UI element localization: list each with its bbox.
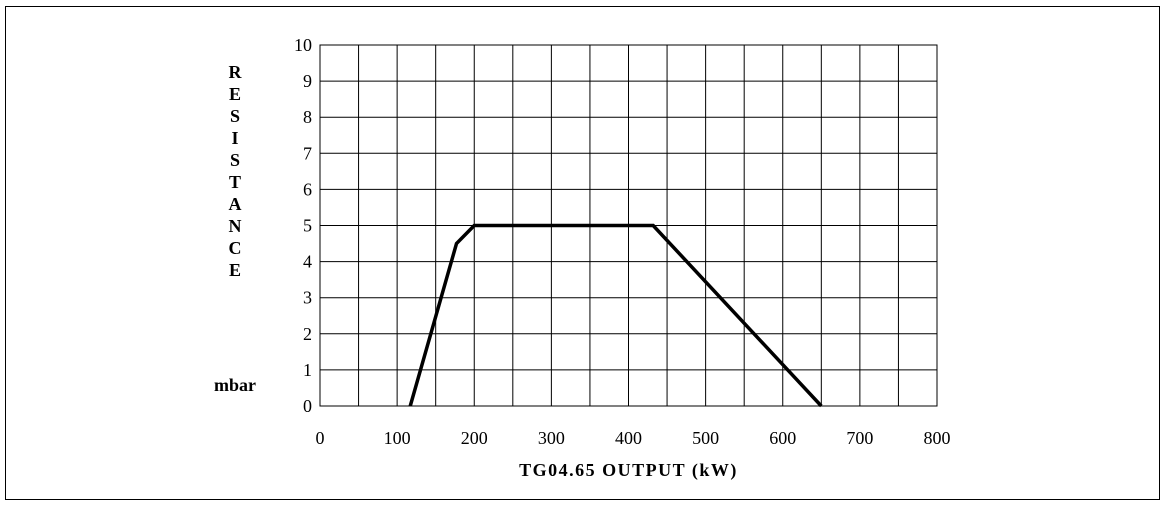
y-axis-ticks: 0 1 2 3 4 5 6 7 8 9 10 [294,35,312,416]
y-axis-title-letter: C [229,238,242,258]
y-tick-label: 5 [303,216,312,236]
y-axis-unit: mbar [214,375,256,395]
y-tick-label: 10 [294,35,312,55]
y-axis-title-letter: A [229,194,242,214]
y-tick-label: 9 [303,71,312,91]
x-axis-title: TG04.65 OUTPUT (kW) [519,460,738,481]
chart-frame: 0 100 200 300 400 500 600 700 800 0 1 2 3 4 5 6 7 8 9 10 T… [5,6,1160,500]
series-line-0 [408,223,823,408]
data-layer [408,223,823,408]
y-tick-label: 7 [303,143,312,163]
x-tick-label: 800 [924,428,951,448]
plot-area-border [319,44,938,407]
x-tick-label: 400 [615,428,642,448]
y-axis-title-letter: E [229,260,241,280]
y-axis-title-letter: T [229,172,241,192]
x-axis-ticks: 0 100 200 300 400 500 600 700 800 [316,428,951,448]
x-tick-label: 0 [316,428,325,448]
y-tick-label: 2 [303,324,312,344]
y-axis-title-letter: S [230,150,240,170]
y-tick-label: 1 [303,360,312,380]
y-tick-label: 4 [303,252,312,272]
grid [320,45,937,406]
x-tick-label: 700 [846,428,873,448]
y-tick-label: 0 [303,396,312,416]
x-tick-label: 200 [461,428,488,448]
chart-svg: 0 100 200 300 400 500 600 700 800 0 1 2 3 4 5 6 7 8 9 10 T… [214,35,951,481]
x-tick-label: 100 [384,428,411,448]
y-tick-label: 6 [303,179,312,199]
y-tick-label: 3 [303,288,312,308]
y-axis-title-letter: S [230,106,240,126]
x-tick-label: 500 [692,428,719,448]
y-axis-title-letter: E [229,84,241,104]
x-tick-label: 300 [538,428,565,448]
y-axis-title-letter: R [229,62,243,82]
y-axis-title-letter: I [231,128,238,148]
y-tick-label: 8 [303,107,312,127]
y-axis-title-letter: N [229,216,242,236]
x-tick-label: 600 [769,428,796,448]
